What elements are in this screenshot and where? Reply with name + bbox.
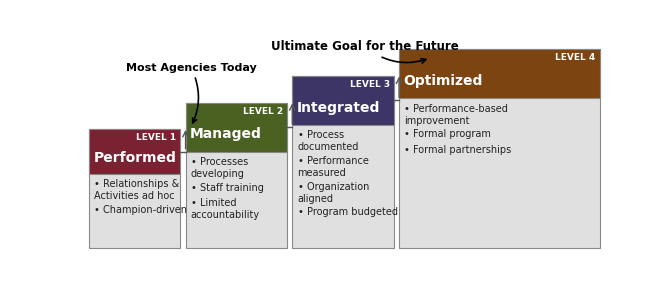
Text: • Relationships &
Activities ad hoc: • Relationships & Activities ad hoc	[94, 179, 179, 201]
Bar	[399, 49, 599, 248]
Text: • Champion-driven: • Champion-driven	[94, 205, 187, 215]
Bar	[185, 103, 287, 151]
Text: Most Agencies Today: Most Agencies Today	[126, 62, 257, 123]
Bar	[399, 49, 599, 98]
Text: Integrated: Integrated	[296, 101, 380, 115]
Text: LEVEL 2: LEVEL 2	[243, 107, 283, 116]
Bar	[185, 103, 287, 248]
Text: • Staff training: • Staff training	[191, 183, 263, 193]
Text: LEVEL 1: LEVEL 1	[136, 133, 176, 142]
Text: • Limited
accountability: • Limited accountability	[191, 198, 260, 220]
Text: Ultimate Goal for the Future: Ultimate Goal for the Future	[271, 40, 459, 63]
Bar	[89, 129, 180, 248]
Text: Optimized: Optimized	[403, 74, 482, 88]
Text: LEVEL 3: LEVEL 3	[349, 80, 390, 89]
Text: • Formal program: • Formal program	[405, 129, 491, 139]
Text: • Process
documented: • Process documented	[298, 130, 359, 152]
Text: LEVEL 4: LEVEL 4	[555, 53, 595, 62]
Text: • Performance-based
improvement: • Performance-based improvement	[405, 104, 508, 126]
Text: • Formal partnerships: • Formal partnerships	[405, 145, 511, 155]
Text: • Performance
measured: • Performance measured	[298, 156, 368, 178]
Bar	[89, 129, 180, 174]
Text: Managed: Managed	[190, 127, 261, 141]
Text: • Organization
aligned: • Organization aligned	[298, 181, 369, 203]
Bar	[292, 76, 394, 125]
Bar	[292, 76, 394, 248]
Text: • Processes
developing: • Processes developing	[191, 157, 248, 179]
Text: Performed: Performed	[93, 151, 176, 165]
Text: • Program budgeted: • Program budgeted	[298, 207, 398, 217]
